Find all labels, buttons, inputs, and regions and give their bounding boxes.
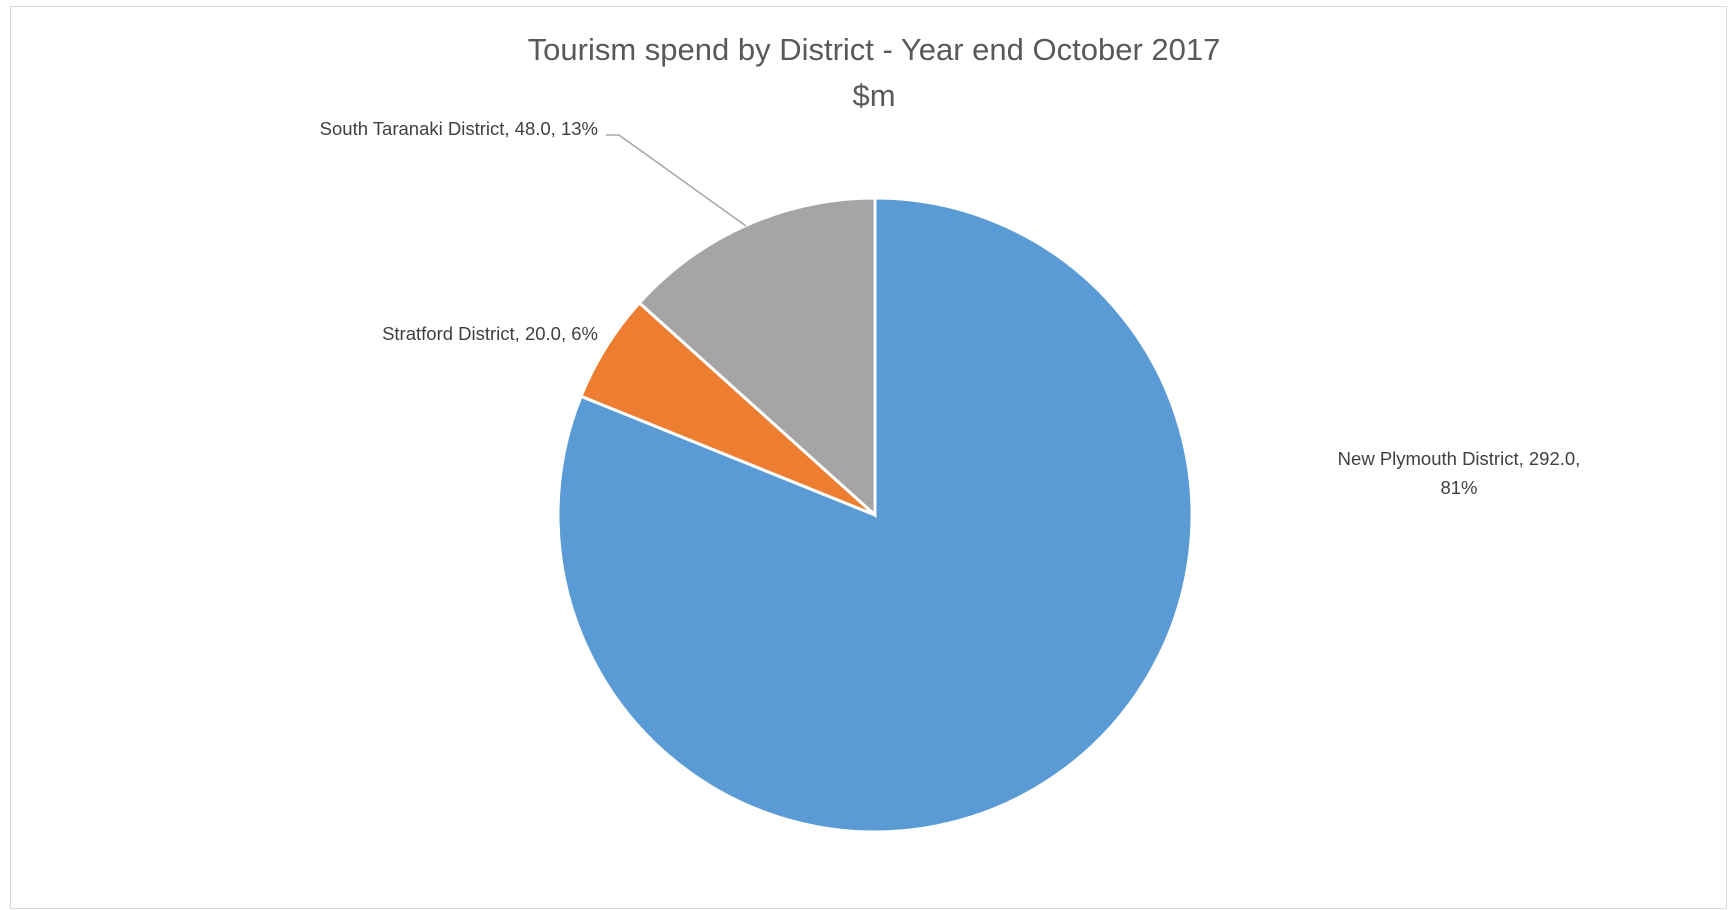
data-label-south-taranaki: South Taranaki District, 48.0, 13% xyxy=(320,118,598,139)
data-label-stratford: Stratford District, 20.0, 6% xyxy=(382,323,598,344)
chart-title: Tourism spend by District - Year end Oct… xyxy=(528,32,1221,67)
data-label-new-plymouth-line1: New Plymouth District, 292.0, xyxy=(1338,448,1581,469)
data-label-new-plymouth-line2: 81% xyxy=(1440,477,1477,498)
chart-subtitle: $m xyxy=(852,78,895,113)
pie-slices xyxy=(556,196,1194,834)
leader-line-south-taranaki xyxy=(606,134,747,227)
